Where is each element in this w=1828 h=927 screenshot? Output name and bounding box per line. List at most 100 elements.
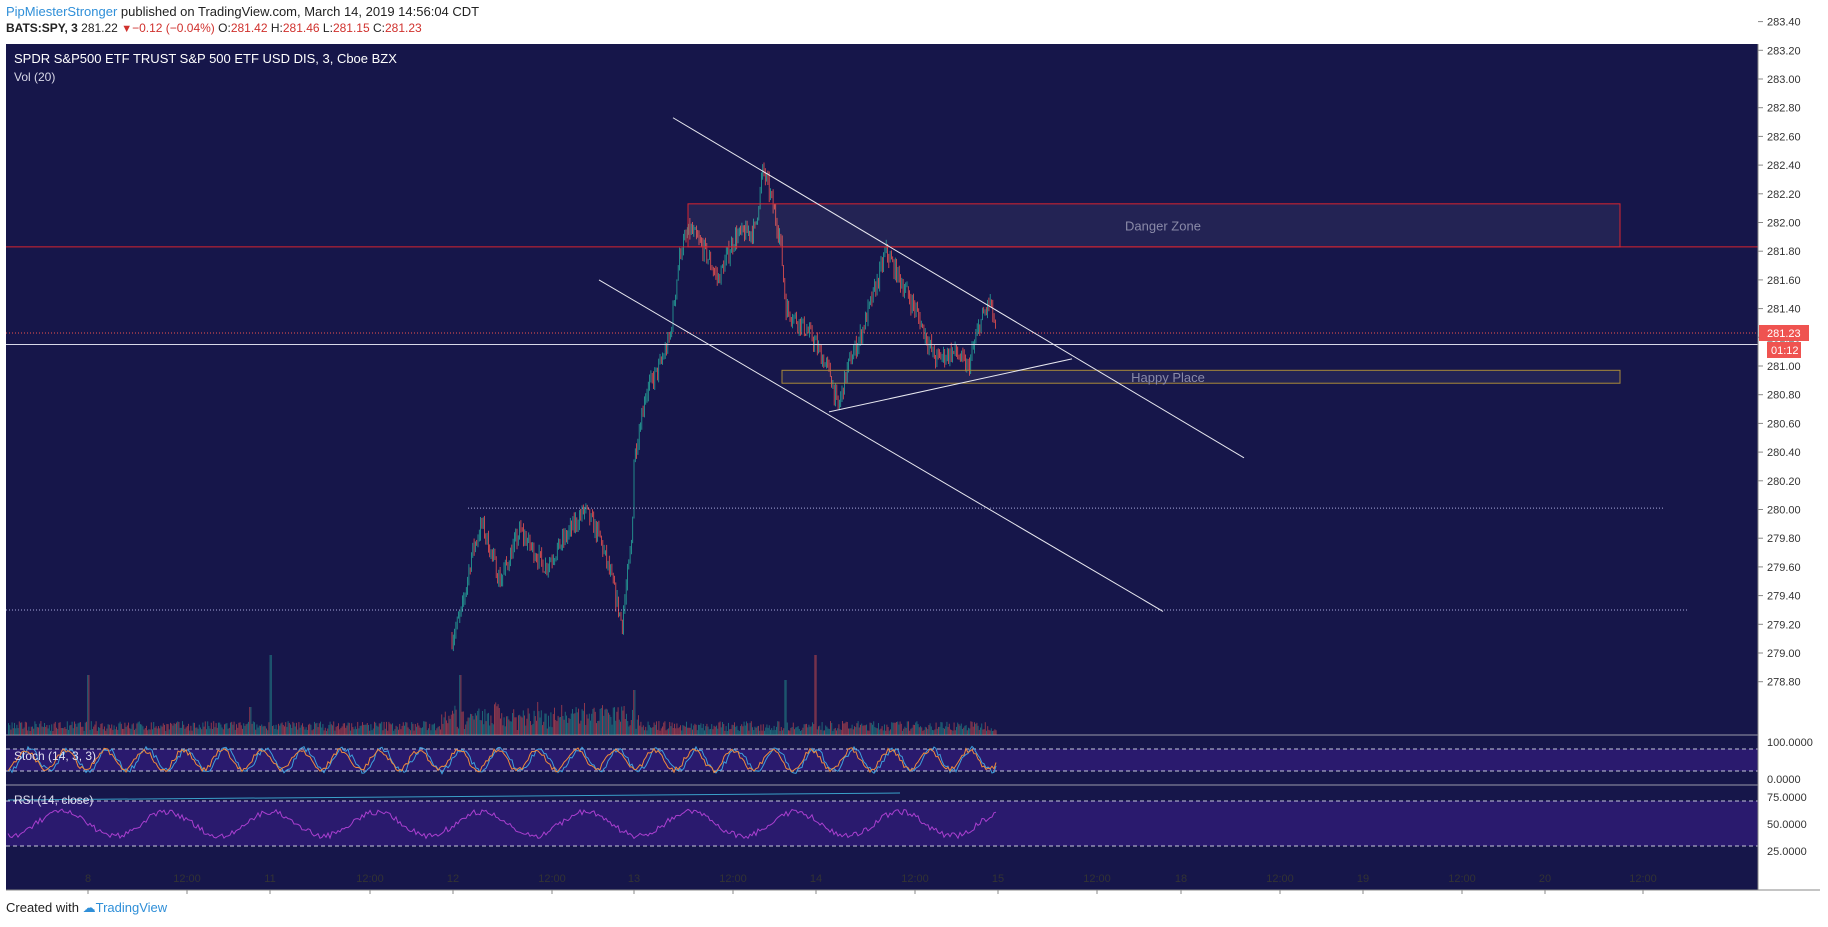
volume-bar	[651, 727, 653, 735]
volume-bar	[761, 730, 763, 735]
volume-bar	[630, 720, 632, 735]
volume-bar	[78, 722, 80, 735]
volume-bar	[356, 729, 357, 735]
volume-bar	[833, 728, 835, 735]
volume-bar	[51, 724, 53, 735]
volume-bar	[336, 725, 338, 735]
volume-bar	[758, 725, 759, 735]
volume-bar	[633, 690, 635, 735]
volume-bar	[908, 721, 909, 735]
volume-bar	[862, 725, 864, 735]
last-price-tag-text: 281.23	[1767, 328, 1801, 340]
volume-bar	[642, 725, 644, 735]
y-tick-label: 282.60	[1767, 131, 1801, 143]
volume-bar	[321, 727, 323, 735]
volume-bar	[965, 725, 967, 735]
volume-bar	[316, 722, 318, 735]
volume-bar	[258, 725, 260, 735]
last-price: 281.22	[81, 21, 118, 35]
volume-bar	[981, 723, 983, 735]
volume-bar	[388, 721, 390, 735]
volume-bar	[635, 728, 637, 735]
volume-bar	[104, 726, 105, 735]
volume-bar	[170, 722, 171, 735]
volume-bar	[159, 728, 161, 735]
volume-bar	[490, 715, 492, 735]
volume-bar	[738, 730, 740, 735]
volume-bar	[591, 713, 593, 735]
volume-bar	[58, 722, 60, 735]
volume-bar	[454, 705, 456, 735]
volume-bar	[807, 727, 809, 735]
volume-bar	[560, 716, 561, 735]
volume-bar	[206, 729, 207, 735]
volume-bar	[128, 722, 129, 735]
volume-bar	[93, 726, 95, 735]
volume-bar	[845, 721, 847, 735]
volume-bar	[126, 725, 128, 735]
volume-bar	[659, 730, 661, 735]
volume-bar	[656, 721, 657, 735]
volume-bar	[315, 723, 317, 735]
volume-bar	[195, 727, 197, 735]
volume-bar	[616, 711, 618, 735]
volume-bar	[852, 729, 854, 735]
volume-bar	[146, 725, 147, 735]
volume-bar	[579, 723, 581, 735]
volume-bar	[464, 729, 465, 735]
volume-bar	[944, 728, 945, 735]
volume-bar	[934, 729, 936, 735]
volume-bar	[920, 726, 921, 735]
volume-bar	[130, 728, 132, 735]
volume-bar	[593, 707, 595, 735]
volume-bar	[815, 655, 817, 735]
volume-bar	[556, 721, 558, 735]
volume-bar	[17, 728, 19, 735]
volume-bar	[174, 723, 176, 735]
volume-bar	[948, 723, 950, 735]
volume-bar	[39, 723, 41, 735]
volume-bar	[683, 725, 685, 735]
volume-bar	[552, 714, 554, 735]
volume-bar	[828, 728, 830, 735]
volume-bar	[612, 707, 614, 735]
volume-bar	[995, 730, 997, 735]
volume-bar	[348, 722, 350, 735]
volume-bar	[438, 726, 440, 735]
volume-bar	[437, 726, 439, 735]
volume-bar	[663, 722, 665, 735]
volume-bar	[256, 724, 258, 735]
volume-bar	[976, 722, 978, 735]
volume-bar	[885, 730, 887, 735]
volume-bar	[826, 726, 828, 735]
volume-bar	[891, 722, 893, 735]
volume-bar	[306, 729, 308, 735]
y-tick-label: 280.60	[1767, 418, 1801, 430]
volume-bar	[180, 727, 182, 735]
volume-bar	[11, 722, 13, 735]
volume-bar	[599, 708, 601, 735]
volume-bar	[735, 726, 737, 735]
volume-bar	[878, 723, 879, 735]
volume-bar	[263, 725, 265, 735]
volume-bar	[284, 726, 285, 735]
volume-bar	[334, 730, 336, 735]
y-tick-label: 282.80	[1767, 103, 1801, 115]
volume-bar	[466, 721, 468, 735]
volume-bar	[856, 723, 858, 735]
tradingview-link[interactable]: TradingView	[95, 900, 168, 915]
volume-bar	[903, 728, 905, 735]
volume-bar	[890, 729, 891, 735]
volume-bar	[239, 722, 241, 735]
volume-bar	[202, 722, 204, 735]
volume-bar	[899, 721, 901, 735]
stoch-band	[6, 749, 1758, 771]
author-link[interactable]: PipMiesterStronger	[6, 4, 118, 19]
volume-bar	[262, 726, 264, 735]
volume-bar	[201, 729, 203, 735]
volume-bar	[794, 729, 795, 735]
volume-bar	[480, 720, 482, 735]
volume-bar	[653, 722, 655, 735]
volume-bar	[968, 727, 969, 735]
